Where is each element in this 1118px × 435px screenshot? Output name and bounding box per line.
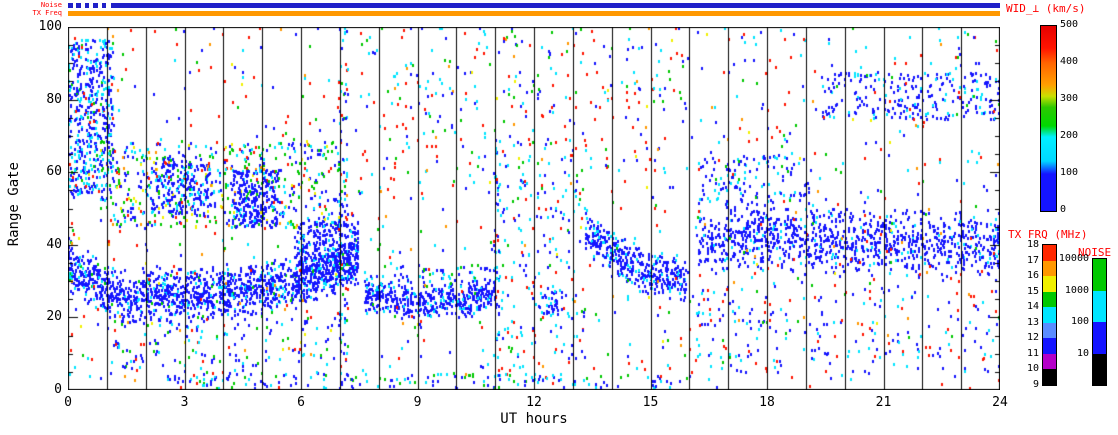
noise-strip-segment — [110, 3, 1000, 8]
noise-strip-segment — [68, 3, 73, 8]
noise-tick-label: 1000 — [1064, 284, 1089, 296]
wid-colorbar-title: WID_⊥ (km/s) — [1006, 2, 1086, 15]
txfrq-colorbar-segment — [1043, 260, 1056, 277]
x-tick-label: 21 — [875, 395, 892, 410]
txfrq-colorbar-segment — [1043, 276, 1056, 292]
txfrq-colorbar-segment — [1043, 338, 1056, 354]
noise-strip-segment — [76, 3, 82, 8]
txfrq-colorbar-segment — [1043, 307, 1056, 323]
y-tick-label: 80 — [46, 91, 62, 107]
x-tick-label: 0 — [64, 395, 72, 410]
txfrq-colorbar — [1042, 244, 1057, 386]
x-tick-label: 24 — [992, 395, 1008, 410]
y-tick-label: 40 — [46, 236, 62, 252]
heatmap-canvas — [68, 27, 1000, 390]
y-tick-label: 60 — [46, 164, 62, 180]
noise-colorbar — [1092, 258, 1107, 386]
wid-colorbar-tick-label: 500 — [1060, 19, 1079, 30]
txfrq-tick-label: 13 — [1026, 316, 1039, 328]
y-tick-label: 20 — [46, 309, 62, 325]
txfrq-colorbar-segment — [1043, 245, 1056, 261]
x-tick-label: 15 — [642, 395, 659, 410]
noise-tick-label: 100 — [1070, 316, 1089, 327]
txfrq-tick-label: 15 — [1026, 285, 1039, 297]
noise-tick-label: 10000 — [1058, 253, 1089, 264]
wid-colorbar-tick-label: 300 — [1060, 93, 1079, 104]
txfreq-strip-segment — [68, 11, 1000, 16]
noise-colorbar-segment — [1093, 353, 1106, 385]
txfrq-tick-label: 14 — [1026, 301, 1039, 313]
noise-strip-segment — [101, 3, 107, 8]
x-tick-label: 3 — [180, 395, 189, 410]
y-tick-label: 100 — [38, 19, 62, 34]
wid-colorbar-tick-label: 200 — [1060, 130, 1079, 141]
txfrq-colorbar-segment — [1043, 353, 1056, 370]
txfrq-tick-label: 10 — [1026, 363, 1039, 375]
x-tick-label: 6 — [297, 395, 305, 410]
y-axis-title: Range Gate — [6, 162, 22, 247]
y-tick-label: 0 — [54, 382, 62, 397]
x-axis-title: UT hours — [500, 411, 568, 427]
noise-strip-segment — [93, 3, 98, 8]
txfreq-strip-label: TX Freq — [32, 9, 62, 17]
noise-colorbar-segment — [1093, 290, 1106, 322]
noise-colorbar-segment — [1093, 259, 1106, 291]
txfrq-colorbar-segment — [1043, 291, 1056, 308]
noise-strip-label: Noise — [40, 1, 62, 9]
wid-colorbar-tick-label: 400 — [1060, 56, 1079, 67]
wid-colorbar-tick-label: 0 — [1060, 204, 1067, 215]
wid-colorbar-tick-label: 100 — [1060, 167, 1079, 178]
txfrq-tick-label: 9 — [1032, 379, 1039, 390]
txfrq-colorbar-segment — [1043, 369, 1056, 385]
txfrq-tick-label: 18 — [1026, 239, 1039, 250]
wid-colorbar — [1040, 25, 1057, 212]
noise-colorbar-segment — [1093, 322, 1106, 354]
noise-colorbar-title: NOISE — [1078, 246, 1112, 259]
x-tick-label: 9 — [413, 395, 422, 410]
x-tick-label: 12 — [526, 395, 542, 410]
txfrq-colorbar-segment — [1043, 322, 1056, 339]
txfrq-tick-label: 11 — [1026, 347, 1039, 359]
noise-tick-label: 10 — [1076, 347, 1089, 359]
x-tick-label: 18 — [759, 395, 775, 410]
txfrq-tick-label: 12 — [1026, 332, 1039, 344]
noise-strip-segment — [84, 3, 90, 8]
txfrq-tick-label: 16 — [1026, 270, 1039, 282]
txfrq-tick-label: 17 — [1026, 254, 1039, 266]
txfrq-colorbar-title: TX FRQ (MHz) — [1008, 228, 1088, 241]
